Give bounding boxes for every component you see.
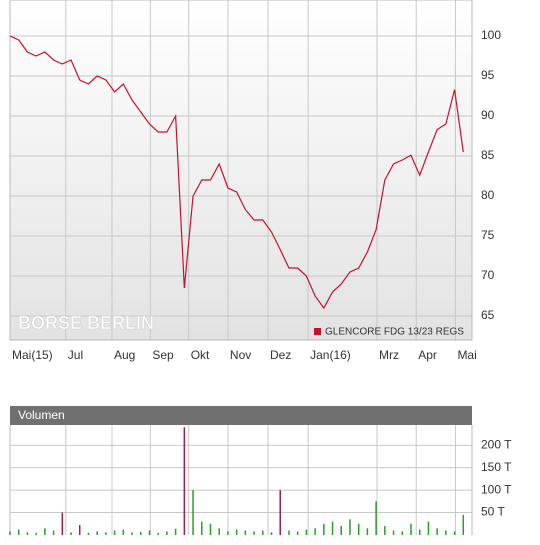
x-tick-label: Jan(16) — [310, 348, 351, 362]
y-tick-label: 90 — [481, 108, 495, 122]
volume-bar — [17, 529, 20, 535]
volume-bar — [26, 532, 29, 535]
volume-bar — [140, 531, 142, 535]
x-tick-label: Mai(15) — [12, 348, 53, 362]
volume-bar — [227, 531, 229, 535]
volume-bar — [384, 526, 386, 535]
volume-header — [10, 406, 472, 425]
y-tick-label: 80 — [481, 188, 495, 202]
volume-bar — [314, 528, 316, 535]
x-tick-label: Mrz — [379, 348, 399, 362]
volume-bar — [113, 530, 116, 535]
volume-bar — [131, 532, 133, 535]
volume-bar — [235, 529, 238, 535]
x-tick-label: Sep — [152, 348, 174, 362]
volume-bar — [183, 427, 186, 535]
volume-bar — [401, 531, 404, 535]
volume-bar — [349, 519, 351, 535]
volume-bar — [201, 521, 203, 535]
volume-bar — [61, 512, 64, 535]
x-tick-label: Nov — [230, 348, 251, 362]
volume-bar — [148, 530, 151, 535]
volume-bar — [392, 530, 395, 535]
y-tick-label: 200 T — [481, 437, 512, 451]
volume-bar — [87, 532, 90, 535]
volume-bar — [340, 526, 342, 535]
plot-border — [9, 0, 473, 341]
y-tick-label: 95 — [481, 68, 495, 82]
volume-bar — [366, 528, 369, 535]
volume-bar — [279, 490, 281, 535]
y-tick-label: 100 T — [481, 482, 512, 496]
volume-bar — [209, 523, 212, 535]
volume-bar — [157, 532, 159, 535]
y-tick-label: 85 — [481, 148, 495, 162]
volume-bar — [288, 530, 290, 535]
volume-bar — [78, 525, 81, 535]
plot-area — [10, 0, 472, 340]
volume-bar — [105, 532, 107, 535]
legend-label: GLENCORE FDG 13/23 REGS — [325, 327, 464, 338]
volume-bar — [174, 528, 177, 535]
volume-bar — [270, 532, 273, 535]
volume-bar — [70, 532, 72, 535]
volume-bar — [357, 523, 360, 535]
volume-bar — [166, 531, 168, 535]
volume-bar — [418, 529, 421, 535]
x-tick-label: Aug — [114, 348, 135, 362]
volume-bar — [96, 531, 98, 535]
volume-bar — [305, 529, 308, 535]
volume-bar — [296, 531, 299, 535]
volume-bar — [44, 528, 46, 535]
y-tick-label: 100 — [481, 28, 501, 42]
y-tick-label: 150 T — [481, 460, 512, 474]
price-line — [9, 35, 464, 310]
y-tick-label: 70 — [481, 268, 495, 282]
volume-bar — [410, 523, 412, 535]
y-tick-label: 65 — [481, 308, 495, 322]
volume-bar — [323, 523, 325, 535]
volume-bar — [427, 521, 430, 535]
volume-bar — [192, 490, 194, 535]
volume-bar — [375, 501, 377, 535]
legend-swatch — [314, 328, 321, 335]
volume-bar — [331, 521, 334, 535]
volume-bar — [218, 528, 220, 535]
volume-title: Volumen — [18, 408, 65, 422]
volume-bar — [9, 531, 11, 535]
x-tick-label: Dez — [270, 348, 291, 362]
x-tick-label: Okt — [191, 348, 210, 362]
volume-bar — [244, 530, 247, 535]
volume-bar — [462, 514, 465, 535]
watermark: BÖRSE BERLIN — [18, 313, 154, 333]
y-tick-label: 75 — [481, 228, 495, 242]
y-tick-label: 50 T — [481, 505, 505, 519]
volume-bar — [122, 529, 125, 535]
volume-bar — [253, 531, 255, 535]
volume-bar — [436, 528, 438, 535]
x-tick-label: Mai — [457, 348, 476, 362]
volume-bar — [445, 530, 447, 535]
x-tick-label: Jul — [68, 348, 83, 362]
volume-bar — [453, 531, 456, 535]
volume-bar — [35, 532, 37, 535]
volume-bar — [262, 530, 264, 535]
volume-bar — [52, 530, 55, 535]
x-tick-label: Apr — [418, 348, 437, 362]
